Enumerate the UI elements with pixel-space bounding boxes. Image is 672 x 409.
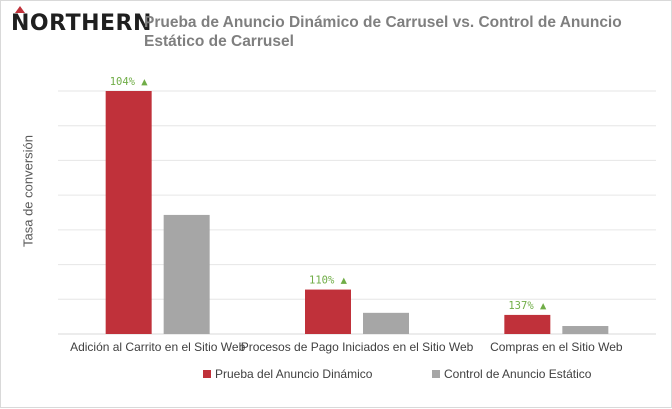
category-label: Procesos de Pago Iniciados en el Sitio W… [241, 340, 474, 354]
brand-logo: NORTHERN [11, 11, 152, 36]
lift-annotation: 104% ▲ [110, 76, 149, 88]
bar-control [163, 214, 210, 334]
legend-swatch-test [203, 370, 211, 378]
lift-annotation: 137% ▲ [508, 300, 547, 312]
legend-swatch-control [432, 370, 440, 378]
bar-test [305, 289, 351, 334]
legend-label-control: Control de Anuncio Estático [444, 367, 592, 381]
bar-control [562, 326, 609, 334]
category-label: Compras en el Sitio Web [490, 340, 623, 354]
bar-test [504, 314, 551, 334]
chart-title: Prueba de Anuncio Dinámico de Carrusel v… [144, 13, 624, 51]
logo-mark-icon [15, 6, 25, 13]
category-label: Adición al Carrito en el Sitio Web [70, 340, 246, 354]
legend-label-test: Prueba del Anuncio Dinámico [215, 367, 373, 381]
lift-annotation: 110% ▲ [309, 275, 348, 287]
chart-title-line-2: Estático de Carrusel [144, 33, 294, 50]
bar-test [105, 91, 152, 334]
legend-item-control: Control de Anuncio Estático [432, 367, 591, 381]
bar-control [363, 312, 409, 334]
chart-title-line-1: Prueba de Anuncio Dinámico de Carrusel v… [144, 14, 622, 31]
legend-item-test: Prueba del Anuncio Dinámico [203, 367, 372, 381]
